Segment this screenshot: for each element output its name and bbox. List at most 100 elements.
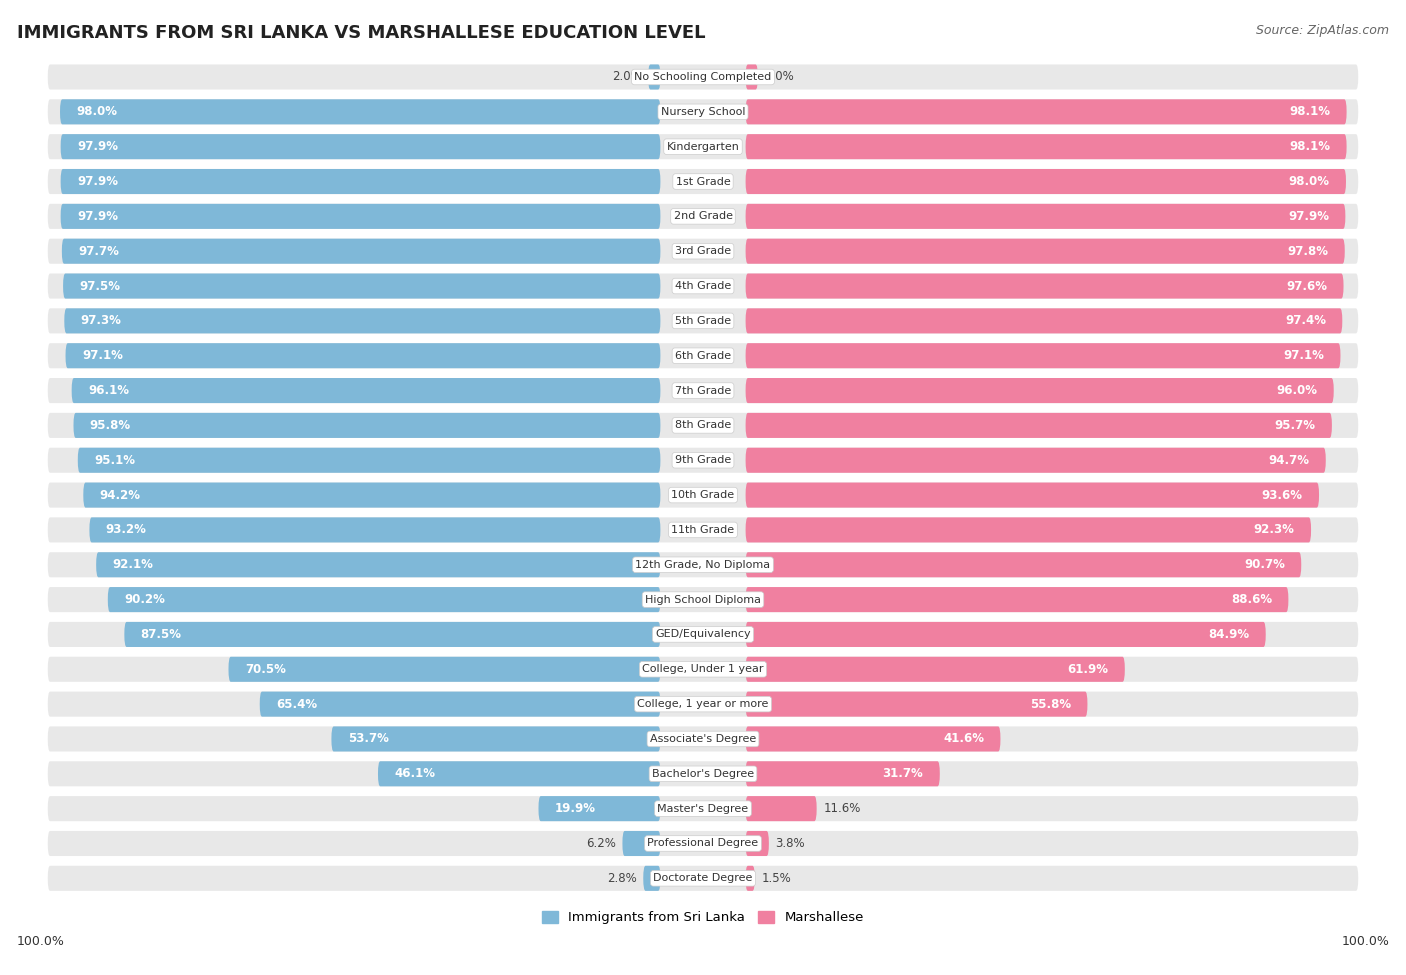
FancyBboxPatch shape xyxy=(48,552,1358,577)
Text: 65.4%: 65.4% xyxy=(276,698,318,711)
Text: 92.1%: 92.1% xyxy=(112,559,153,571)
Text: Professional Degree: Professional Degree xyxy=(647,838,759,848)
Text: 97.8%: 97.8% xyxy=(1288,245,1329,257)
FancyBboxPatch shape xyxy=(745,552,1302,577)
FancyBboxPatch shape xyxy=(745,448,1326,473)
FancyBboxPatch shape xyxy=(48,518,1358,542)
FancyBboxPatch shape xyxy=(745,726,1001,752)
FancyBboxPatch shape xyxy=(48,587,1358,612)
Text: 88.6%: 88.6% xyxy=(1230,593,1272,606)
Text: 46.1%: 46.1% xyxy=(394,767,436,780)
Text: 97.1%: 97.1% xyxy=(1284,349,1324,363)
FancyBboxPatch shape xyxy=(378,761,661,787)
FancyBboxPatch shape xyxy=(332,726,661,752)
Text: 98.1%: 98.1% xyxy=(1289,105,1330,118)
FancyBboxPatch shape xyxy=(745,483,1319,508)
FancyBboxPatch shape xyxy=(745,274,1344,298)
Text: 87.5%: 87.5% xyxy=(141,628,181,641)
FancyBboxPatch shape xyxy=(96,552,661,577)
FancyBboxPatch shape xyxy=(745,64,758,90)
FancyBboxPatch shape xyxy=(745,797,817,821)
Text: College, Under 1 year: College, Under 1 year xyxy=(643,664,763,675)
Text: Doctorate Degree: Doctorate Degree xyxy=(654,874,752,883)
Text: No Schooling Completed: No Schooling Completed xyxy=(634,72,772,82)
Text: 8th Grade: 8th Grade xyxy=(675,420,731,430)
Text: 90.7%: 90.7% xyxy=(1244,559,1285,571)
Text: IMMIGRANTS FROM SRI LANKA VS MARSHALLESE EDUCATION LEVEL: IMMIGRANTS FROM SRI LANKA VS MARSHALLESE… xyxy=(17,24,706,42)
Text: 19.9%: 19.9% xyxy=(555,802,596,815)
Text: 97.3%: 97.3% xyxy=(80,314,121,328)
FancyBboxPatch shape xyxy=(48,135,1358,159)
FancyBboxPatch shape xyxy=(644,866,661,891)
Text: 2nd Grade: 2nd Grade xyxy=(673,212,733,221)
Text: 2.8%: 2.8% xyxy=(607,872,637,885)
Text: 97.5%: 97.5% xyxy=(80,280,121,292)
Text: 97.1%: 97.1% xyxy=(82,349,122,363)
FancyBboxPatch shape xyxy=(745,169,1346,194)
FancyBboxPatch shape xyxy=(48,657,1358,682)
Text: 94.7%: 94.7% xyxy=(1268,453,1309,467)
FancyBboxPatch shape xyxy=(124,622,661,647)
Text: 100.0%: 100.0% xyxy=(17,935,65,948)
Text: 6th Grade: 6th Grade xyxy=(675,351,731,361)
Text: 98.0%: 98.0% xyxy=(1289,176,1330,188)
FancyBboxPatch shape xyxy=(623,831,661,856)
FancyBboxPatch shape xyxy=(48,378,1358,403)
FancyBboxPatch shape xyxy=(48,169,1358,194)
FancyBboxPatch shape xyxy=(745,239,1344,264)
FancyBboxPatch shape xyxy=(745,866,755,891)
FancyBboxPatch shape xyxy=(745,204,1346,229)
FancyBboxPatch shape xyxy=(745,657,1125,682)
Text: 70.5%: 70.5% xyxy=(245,663,285,676)
Text: 5th Grade: 5th Grade xyxy=(675,316,731,326)
FancyBboxPatch shape xyxy=(63,274,661,298)
FancyBboxPatch shape xyxy=(48,866,1358,891)
FancyBboxPatch shape xyxy=(745,308,1343,333)
FancyBboxPatch shape xyxy=(745,135,1347,159)
FancyBboxPatch shape xyxy=(48,448,1358,473)
Text: 55.8%: 55.8% xyxy=(1031,698,1071,711)
Text: 95.7%: 95.7% xyxy=(1274,419,1316,432)
Text: 93.2%: 93.2% xyxy=(105,524,146,536)
FancyBboxPatch shape xyxy=(745,378,1334,403)
FancyBboxPatch shape xyxy=(745,761,939,787)
Text: Kindergarten: Kindergarten xyxy=(666,141,740,152)
FancyBboxPatch shape xyxy=(48,797,1358,821)
Text: 97.7%: 97.7% xyxy=(79,245,120,257)
Text: 84.9%: 84.9% xyxy=(1208,628,1250,641)
Text: 97.9%: 97.9% xyxy=(77,176,118,188)
FancyBboxPatch shape xyxy=(48,691,1358,717)
Text: 31.7%: 31.7% xyxy=(883,767,924,780)
FancyBboxPatch shape xyxy=(745,412,1331,438)
FancyBboxPatch shape xyxy=(48,274,1358,298)
FancyBboxPatch shape xyxy=(90,518,661,542)
FancyBboxPatch shape xyxy=(48,831,1358,856)
FancyBboxPatch shape xyxy=(229,657,661,682)
Text: Nursery School: Nursery School xyxy=(661,107,745,117)
Text: Master's Degree: Master's Degree xyxy=(658,803,748,814)
Text: High School Diploma: High School Diploma xyxy=(645,595,761,604)
Text: 53.7%: 53.7% xyxy=(347,732,388,746)
FancyBboxPatch shape xyxy=(745,343,1340,369)
Text: 95.8%: 95.8% xyxy=(90,419,131,432)
Text: 92.3%: 92.3% xyxy=(1254,524,1295,536)
Text: 93.6%: 93.6% xyxy=(1261,488,1302,501)
FancyBboxPatch shape xyxy=(745,831,769,856)
Text: 11th Grade: 11th Grade xyxy=(672,525,734,535)
FancyBboxPatch shape xyxy=(108,587,661,612)
Text: 98.1%: 98.1% xyxy=(1289,140,1330,153)
Text: 7th Grade: 7th Grade xyxy=(675,385,731,396)
FancyBboxPatch shape xyxy=(83,483,661,508)
Text: 97.6%: 97.6% xyxy=(1286,280,1327,292)
FancyBboxPatch shape xyxy=(48,726,1358,752)
FancyBboxPatch shape xyxy=(745,587,1288,612)
FancyBboxPatch shape xyxy=(60,169,661,194)
FancyBboxPatch shape xyxy=(77,448,661,473)
Text: 6.2%: 6.2% xyxy=(586,837,616,850)
FancyBboxPatch shape xyxy=(48,761,1358,787)
FancyBboxPatch shape xyxy=(648,64,661,90)
Text: Source: ZipAtlas.com: Source: ZipAtlas.com xyxy=(1256,24,1389,37)
FancyBboxPatch shape xyxy=(48,308,1358,333)
FancyBboxPatch shape xyxy=(48,239,1358,264)
Text: 97.4%: 97.4% xyxy=(1285,314,1326,328)
